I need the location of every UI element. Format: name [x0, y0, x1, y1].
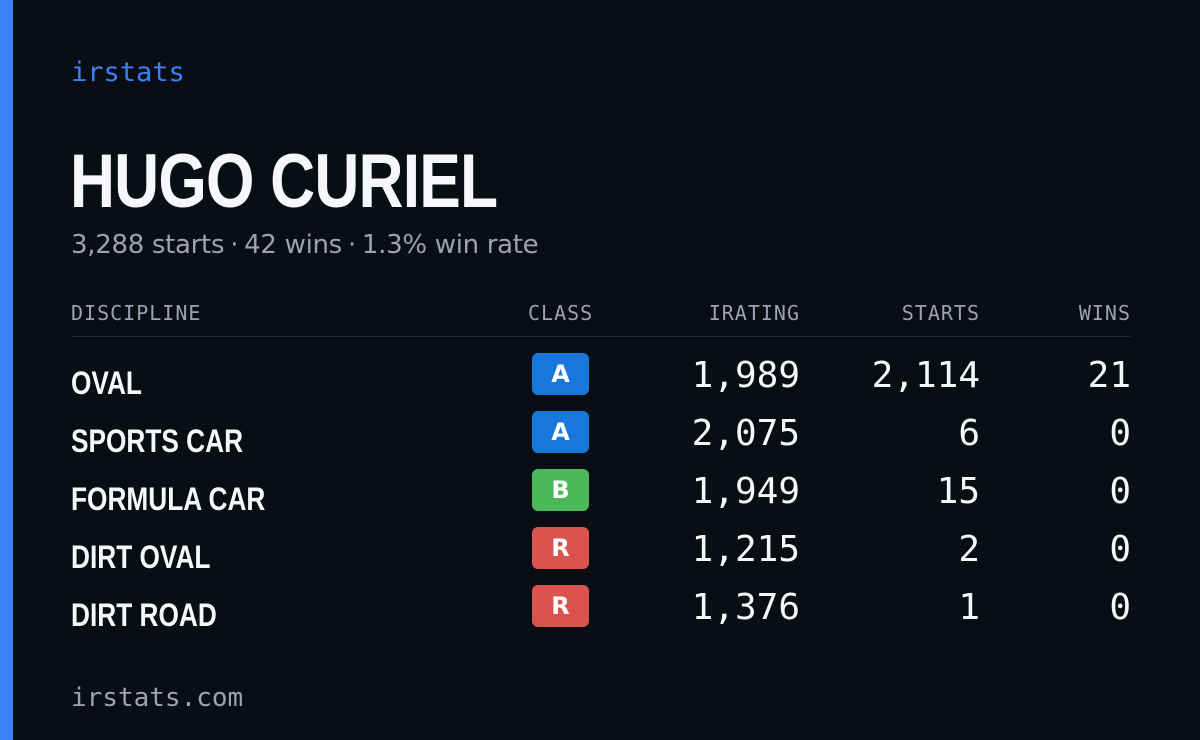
- driver-summary: 3,288 starts · 42 wins · 1.3% win rate: [71, 228, 539, 262]
- starts-value: 2,114: [871, 355, 980, 396]
- column-header-irating: IRATING: [708, 301, 800, 325]
- table-row: SPORTS CAR A 2,075 6 0: [71, 411, 1131, 469]
- summary-win-rate: 1.3% win rate: [361, 230, 539, 260]
- license-class-badge: R: [532, 527, 589, 569]
- table-row: DIRT ROAD R 1,376 1 0: [71, 585, 1131, 643]
- wins-value: 0: [1109, 587, 1131, 628]
- table-row: OVAL A 1,989 2,114 21: [71, 353, 1131, 411]
- table-row: FORMULA CAR B 1,949 15 0: [71, 469, 1131, 527]
- starts-value: 15: [936, 471, 980, 512]
- discipline-stats-table: DISCIPLINE CLASS IRATING STARTS WINS OVA…: [71, 296, 1131, 643]
- license-class-badge: B: [532, 469, 589, 511]
- driver-name: HUGO CURIEL: [70, 139, 498, 224]
- irating-value: 1,215: [691, 529, 800, 570]
- wins-value: 0: [1109, 529, 1131, 570]
- starts-value: 1: [958, 587, 980, 628]
- license-class-badge: A: [532, 411, 589, 453]
- column-header-starts: STARTS: [901, 301, 980, 325]
- starts-value: 2: [958, 529, 980, 570]
- footer-url: irstats.com: [71, 683, 244, 713]
- irating-value: 2,075: [691, 413, 800, 454]
- irating-value: 1,949: [691, 471, 800, 512]
- discipline-name: DIRT ROAD: [71, 597, 217, 633]
- column-header-discipline: DISCIPLINE: [71, 301, 202, 325]
- discipline-name: FORMULA CAR: [71, 481, 266, 517]
- license-class-badge: R: [532, 585, 589, 627]
- wins-value: 0: [1109, 413, 1131, 454]
- discipline-name: DIRT OVAL: [71, 539, 211, 575]
- summary-separator: ·: [347, 230, 356, 260]
- irating-value: 1,376: [691, 587, 800, 628]
- summary-wins: 42 wins: [244, 230, 342, 260]
- summary-starts: 3,288 starts: [71, 230, 225, 260]
- license-class-badge: A: [532, 353, 589, 395]
- discipline-name: SPORTS CAR: [71, 423, 244, 459]
- summary-separator: ·: [230, 230, 239, 260]
- column-header-wins: WINS: [1078, 301, 1131, 325]
- discipline-name: OVAL: [71, 365, 142, 401]
- table-row: DIRT OVAL R 1,215 2 0: [71, 527, 1131, 585]
- wins-value: 21: [1087, 355, 1131, 396]
- wins-value: 0: [1109, 471, 1131, 512]
- column-header-class: CLASS: [528, 301, 594, 325]
- brand-logo-text: irstats: [71, 57, 185, 88]
- starts-value: 6: [958, 413, 980, 454]
- table-header: DISCIPLINE CLASS IRATING STARTS WINS: [71, 296, 1131, 337]
- irating-value: 1,989: [691, 355, 800, 396]
- accent-bar: [0, 0, 13, 740]
- table-body: OVAL A 1,989 2,114 21 SPORTS CAR A 2,075…: [71, 353, 1131, 643]
